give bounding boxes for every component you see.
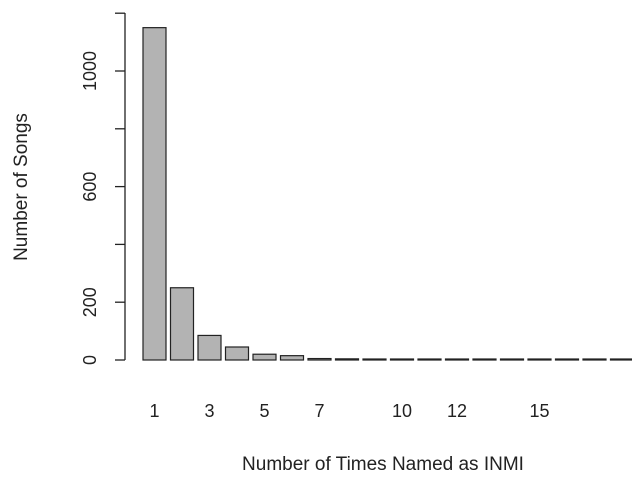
x-tick-label-5: 5 [259, 401, 269, 421]
y-tick-label-200: 200 [80, 287, 100, 317]
y-axis: 0 200 600 1000 [80, 12, 126, 365]
y-tick-label-0: 0 [80, 355, 100, 365]
x-tick-label-1: 1 [149, 401, 159, 421]
bar-1 [142, 27, 167, 361]
bar-7 [307, 357, 332, 361]
bar-15 [527, 358, 552, 361]
bar-8 [334, 358, 360, 361]
x-tick-label-15: 15 [529, 401, 549, 421]
bar-3 [197, 334, 222, 361]
x-tick-label-3: 3 [204, 401, 214, 421]
bars-group [142, 27, 632, 361]
bar-17 [582, 358, 607, 361]
x-axis-title: Number of Times Named as INMI [242, 454, 524, 475]
bar-6 [279, 355, 305, 361]
x-axis-tick-labels: 13571012151924 [149, 401, 549, 421]
bar-18 [609, 358, 632, 361]
bar-14 [499, 358, 525, 361]
bar-10 [389, 358, 415, 361]
bar-16 [554, 358, 580, 361]
y-tick-label-1000: 1000 [80, 51, 100, 91]
bar-13 [472, 358, 497, 361]
bar-2 [169, 287, 195, 361]
y-axis-title: Number of Songs [11, 113, 32, 261]
bar-11 [417, 358, 442, 361]
bar-4 [224, 346, 250, 361]
y-tick-label-600: 600 [80, 172, 100, 202]
bar-9 [362, 358, 387, 361]
bar-5 [252, 353, 277, 361]
x-tick-label-12: 12 [447, 401, 467, 421]
x-tick-label-10: 10 [392, 401, 412, 421]
bar-12 [444, 358, 470, 361]
x-tick-label-7: 7 [314, 401, 324, 421]
